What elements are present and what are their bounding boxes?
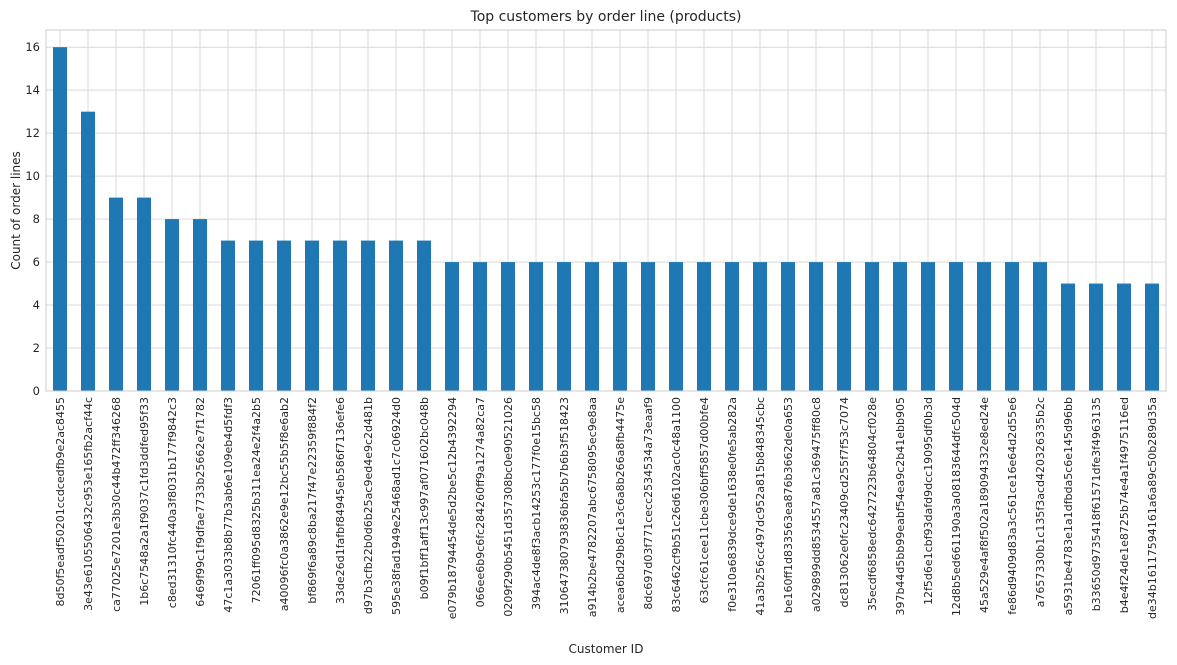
- bar: [389, 240, 403, 391]
- x-tick-label: e079b18794454de5d2be5c12b4392294: [446, 397, 459, 619]
- bar: [613, 262, 627, 391]
- y-tick-label: 14: [25, 83, 40, 97]
- x-tick-label: 6469f99c1f9dfae7733b25662e7f1782: [194, 397, 207, 607]
- chart-title: Top customers by order line (products): [470, 9, 742, 25]
- x-tick-label: a5931be4783e1a1dfbda5c6e145d96bb: [1062, 397, 1075, 615]
- x-tick-label: 1b6c7548a2a1f9037c1fd3ddfed95f33: [138, 397, 151, 606]
- y-axis-ticks: 0 2 4 6 8 10 12 14 16: [25, 40, 40, 398]
- bars: [53, 47, 1159, 392]
- x-axis-label: Customer ID: [569, 642, 644, 656]
- x-tick-label: 41a3b256cc497dc952a815b848345cbc: [754, 397, 767, 616]
- bar: [837, 262, 851, 391]
- y-tick-label: 10: [25, 169, 40, 183]
- bar: [585, 262, 599, 391]
- bar: [193, 219, 207, 391]
- bar: [137, 197, 151, 391]
- x-tick-label: be160ff1d833563ea876b3662de0a653: [782, 397, 795, 613]
- plot-frame: [45, 29, 1167, 392]
- x-tick-label: 47c1a3033b8b77b3ab6e109eb4d5fdf3: [222, 397, 235, 613]
- y-tick-label: 12: [25, 126, 40, 140]
- x-tick-label: f0e310a6839dce9de1638e0fe5ab282a: [726, 397, 739, 612]
- bar: [893, 262, 907, 391]
- bar: [669, 262, 683, 391]
- x-tick-label: dc813062e0fc23409cd255f7f53c7074: [838, 397, 851, 608]
- x-tick-label: 63cfc61cee11cbe306bff5857d00bfe4: [698, 397, 711, 604]
- y-tick-label: 8: [33, 212, 40, 226]
- bar: [781, 262, 795, 391]
- x-tick-label: 8d50f5eadf50201ccdcedfb9e2ac8455: [54, 397, 67, 606]
- x-tick-label: bf869f6a89c8ba217f47e22359f884f2: [306, 397, 319, 604]
- x-tick-label: 310647380793836bfa5b7b6b3f518423: [558, 397, 571, 614]
- x-tick-label: b33650d9735418f61571dfe3f4963135: [1090, 397, 1103, 611]
- bar: [277, 240, 291, 391]
- bar: [1005, 262, 1019, 391]
- bar: [109, 197, 123, 391]
- x-tick-label: 12f5d6e1cbf93dafd9dcc19095df0b3d: [922, 397, 935, 605]
- bar: [725, 262, 739, 391]
- bar: [81, 111, 95, 392]
- x-tick-label: 3e43e6105506432c953e165fb2acf44c: [82, 397, 95, 611]
- x-tick-label: ca77025e7201e3b30c44b472ff346268: [110, 397, 123, 612]
- y-tick-label: 2: [33, 341, 40, 355]
- bar: [865, 262, 879, 391]
- x-tick-label: 45a529e4af8f502a189094332e8ed24e: [978, 397, 991, 613]
- bar: [165, 219, 179, 391]
- bar: [529, 262, 543, 391]
- y-tick-label: 16: [25, 40, 40, 54]
- bar: [1117, 283, 1131, 391]
- y-tick-label: 0: [33, 384, 40, 398]
- x-tick-label: a7657330b1c135f3acd420326335b2c: [1034, 397, 1047, 607]
- x-tick-label: a914b2be4782207abc6758095ec9e8aa: [586, 397, 599, 617]
- x-tick-label: b4e4f24de1e8725b74e4a1f4975116ed: [1118, 397, 1131, 613]
- bar: [753, 262, 767, 391]
- x-tick-label: acea6bd29b8c1e3c6a8b266a8fb4475e: [614, 397, 627, 613]
- x-tick-label: 12d8b5ed661190a3a08183644dfc504d: [950, 397, 963, 616]
- bar: [501, 262, 515, 391]
- bar: [641, 262, 655, 391]
- bar: [445, 262, 459, 391]
- bar: [697, 262, 711, 391]
- bar: [361, 240, 375, 391]
- x-tick-label: 72061ff095d8325b311ea24e2f4a2b5: [250, 397, 263, 603]
- x-tick-label: 394ac4de8f3acb14253c177f0e15bc58: [530, 397, 543, 610]
- x-tick-label: d97b3cfb22b0d6b25ac9ed4e9c2d481b: [362, 397, 375, 614]
- y-tick-label: 6: [33, 255, 40, 269]
- bar: [809, 262, 823, 391]
- grid-lines: [46, 30, 1166, 392]
- bar: [249, 240, 263, 391]
- bar: [417, 240, 431, 391]
- bar: [921, 262, 935, 391]
- x-tick-label: de34b16117594161a6a89c50b289d35a: [1146, 397, 1159, 619]
- bar: [1061, 283, 1075, 391]
- bar: [1145, 283, 1159, 391]
- bar: [53, 47, 67, 391]
- x-tick-label: a029899dd8534557a81c369475ff80c8: [810, 397, 823, 612]
- x-tick-label: 8dc697d03f771cecc2534534a73eaaf9: [642, 397, 655, 610]
- x-tick-label: 397b44d5bb99eabf54ea9c2b41ebb905: [894, 397, 907, 616]
- y-tick-label: 4: [33, 298, 40, 312]
- bar: [1033, 262, 1047, 391]
- x-tick-label: fe86d9409d83a3c561ce16e64d2d55e6: [1006, 397, 1019, 615]
- x-tick-label: 33de26d1fafbf84945eb586f7136efe6: [334, 397, 347, 604]
- x-tick-label: 83c6462cf9b51c26d6102ac0c48a1100: [670, 397, 683, 613]
- bar: [1089, 283, 1103, 391]
- x-tick-label: 595e38fad1949e25468ad1c7c06924d0: [390, 397, 403, 615]
- bar: [473, 262, 487, 391]
- x-tick-label: 35ecdf6858edc6427223b64804cf028e: [866, 397, 879, 611]
- x-tick-label: 066ee6b9c6fc284260ff9a1274a82ca7: [474, 397, 487, 607]
- x-tick-label: 0209f290b5451d357308bc0e90521026: [502, 397, 515, 617]
- x-tick-label: c8ed31310fc440a3f8031b177f9842c3: [166, 397, 179, 608]
- x-tick-label: a40096fc0a3862e9e12bc55b5f8e6ab2: [278, 397, 291, 611]
- bar: [557, 262, 571, 391]
- y-axis-label: Count of order lines: [9, 151, 23, 270]
- x-axis-ticks: 8d50f5eadf50201ccdcedfb9e2ac8455 3e43e610…: [54, 397, 1159, 619]
- bar: [221, 240, 235, 391]
- x-tick-label: b09f1bff1aff13c997af071602bc048b: [418, 397, 431, 599]
- bar: [333, 240, 347, 391]
- bar: [949, 262, 963, 391]
- bar: [305, 240, 319, 391]
- bar: [977, 262, 991, 391]
